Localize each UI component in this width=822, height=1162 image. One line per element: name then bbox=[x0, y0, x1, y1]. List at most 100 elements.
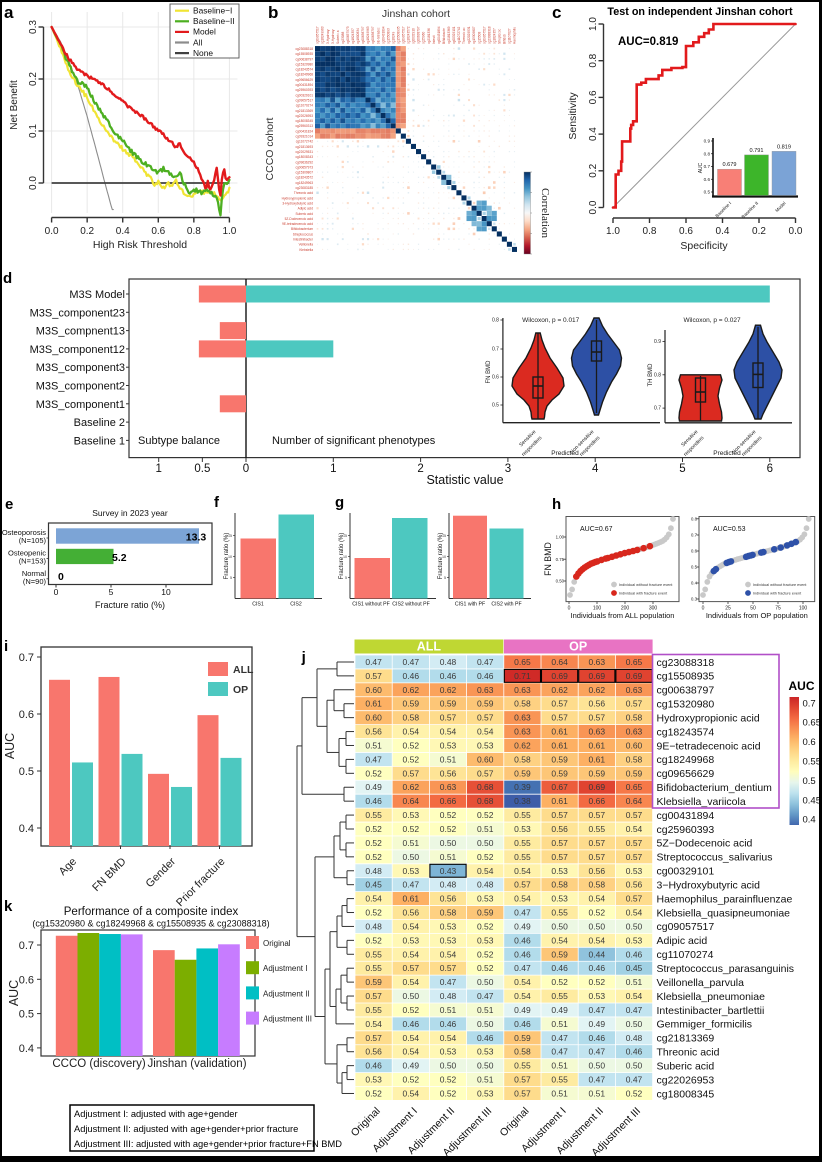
svg-text:0.63: 0.63 bbox=[589, 727, 606, 737]
svg-text:0: 0 bbox=[243, 463, 249, 475]
svg-text:cg1800834: cg1800834 bbox=[356, 28, 360, 44]
svg-text:100: 100 bbox=[593, 606, 602, 612]
svg-text:4: 4 bbox=[592, 463, 599, 475]
svg-text:0.62: 0.62 bbox=[440, 685, 457, 695]
svg-text:0.53: 0.53 bbox=[403, 866, 420, 876]
svg-text:0.8: 0.8 bbox=[588, 53, 599, 67]
svg-text:0.58: 0.58 bbox=[626, 713, 643, 723]
svg-text:0.56: 0.56 bbox=[440, 768, 457, 778]
svg-text:0.3: 0.3 bbox=[691, 597, 698, 602]
svg-text:M3S_component3: M3S_component3 bbox=[36, 362, 125, 374]
svg-text:0.55: 0.55 bbox=[365, 963, 382, 973]
svg-text:0.57: 0.57 bbox=[551, 838, 568, 848]
svg-text:0.51: 0.51 bbox=[440, 852, 457, 862]
svg-text:CIS1 with PF: CIS1 with PF bbox=[455, 602, 485, 608]
svg-text:Baseline I: Baseline I bbox=[714, 201, 732, 219]
svg-text:cg00431824: cg00431824 bbox=[295, 129, 313, 133]
svg-text:cg23088318: cg23088318 bbox=[487, 26, 491, 44]
svg-text:cg25960313: cg25960313 bbox=[295, 124, 313, 128]
svg-text:0.54: 0.54 bbox=[477, 727, 494, 737]
svg-text:0.59: 0.59 bbox=[365, 977, 382, 987]
svg-text:0.61: 0.61 bbox=[551, 740, 568, 750]
svg-text:2: 2 bbox=[417, 463, 423, 475]
svg-text:cg15320980: cg15320980 bbox=[295, 62, 313, 66]
svg-text:Fracture ratio (%): Fracture ratio (%) bbox=[224, 533, 230, 580]
svg-text:cg00638797: cg00638797 bbox=[657, 686, 715, 697]
svg-text:0.59: 0.59 bbox=[477, 699, 494, 709]
svg-text:0.47: 0.47 bbox=[477, 657, 494, 667]
svg-text:0.54: 0.54 bbox=[626, 991, 643, 1001]
svg-text:cg00431894: cg00431894 bbox=[295, 83, 313, 87]
svg-text:0.50: 0.50 bbox=[477, 1019, 494, 1029]
svg-text:0.51: 0.51 bbox=[551, 1019, 568, 1029]
svg-text:0.0: 0.0 bbox=[28, 176, 39, 190]
svg-text:0.52: 0.52 bbox=[365, 824, 382, 834]
svg-text:0.53: 0.53 bbox=[440, 1047, 457, 1057]
svg-text:cg18249968: cg18249968 bbox=[295, 73, 313, 77]
svg-text:cg00431894: cg00431894 bbox=[437, 26, 441, 44]
svg-text:0: 0 bbox=[54, 587, 59, 597]
svg-text:0.54: 0.54 bbox=[589, 894, 606, 904]
svg-text:0.67: 0.67 bbox=[551, 782, 568, 792]
svg-text:0.6: 0.6 bbox=[151, 226, 165, 237]
svg-text:0.53: 0.53 bbox=[551, 894, 568, 904]
svg-text:0.59: 0.59 bbox=[440, 699, 457, 709]
svg-text:0.49: 0.49 bbox=[365, 782, 382, 792]
svg-text:cg23083185: cg23083185 bbox=[295, 186, 313, 190]
svg-text:0.45: 0.45 bbox=[626, 963, 643, 973]
svg-text:0.57: 0.57 bbox=[589, 810, 606, 820]
svg-text:0.3: 0.3 bbox=[28, 20, 39, 34]
svg-text:0.58: 0.58 bbox=[440, 908, 457, 918]
svg-text:0.47: 0.47 bbox=[551, 1047, 568, 1057]
svg-text:cg18008345: cg18008345 bbox=[295, 119, 313, 123]
svg-text:OP: OP bbox=[233, 685, 248, 696]
svg-text:0.65: 0.65 bbox=[626, 782, 643, 792]
svg-text:0.52: 0.52 bbox=[626, 1088, 643, 1098]
svg-text:0.50: 0.50 bbox=[477, 838, 494, 848]
svg-text:0.7: 0.7 bbox=[654, 406, 661, 412]
svg-text:Hydroxypropionic acid: Hydroxypropionic acid bbox=[282, 196, 314, 200]
svg-text:CIS1 without PF: CIS1 without PF bbox=[352, 602, 389, 608]
svg-text:0.49: 0.49 bbox=[403, 1061, 420, 1071]
svg-text:Model: Model bbox=[193, 27, 216, 37]
svg-text:AUC: AUC bbox=[698, 162, 704, 173]
svg-text:OP: OP bbox=[569, 640, 587, 654]
svg-text:0.6: 0.6 bbox=[492, 375, 499, 381]
svg-text:g: g bbox=[335, 494, 344, 511]
svg-text:0.57: 0.57 bbox=[365, 1033, 382, 1043]
svg-text:0.57: 0.57 bbox=[365, 991, 382, 1001]
svg-text:0.61: 0.61 bbox=[551, 796, 568, 806]
svg-text:0.60: 0.60 bbox=[365, 713, 382, 723]
svg-text:0.47: 0.47 bbox=[551, 1033, 568, 1043]
svg-text:AUC: AUC bbox=[7, 980, 21, 1006]
svg-text:0.39: 0.39 bbox=[514, 782, 531, 792]
svg-text:0.54: 0.54 bbox=[403, 727, 420, 737]
svg-text:0.49: 0.49 bbox=[551, 1005, 568, 1015]
svg-text:10: 10 bbox=[442, 555, 446, 559]
svg-text:cg22029531: cg22029531 bbox=[467, 26, 471, 44]
svg-text:0.63: 0.63 bbox=[589, 657, 606, 667]
svg-text:Bifidobacte: Bifidobacte bbox=[442, 28, 446, 44]
svg-text:0.2: 0.2 bbox=[752, 226, 766, 237]
svg-text:0.52: 0.52 bbox=[440, 824, 457, 834]
svg-text:0.47: 0.47 bbox=[403, 880, 420, 890]
svg-text:0.5: 0.5 bbox=[492, 403, 499, 409]
svg-text:Individual without fracture ev: Individual without fracture event bbox=[619, 583, 673, 587]
svg-text:3-Hydroxy: 3-Hydroxy bbox=[331, 29, 335, 44]
svg-text:0.56: 0.56 bbox=[365, 727, 382, 737]
svg-text:100: 100 bbox=[799, 606, 808, 612]
svg-text:0.54: 0.54 bbox=[440, 727, 457, 737]
svg-text:Adipic acid: Adipic acid bbox=[298, 207, 314, 211]
svg-text:0.52: 0.52 bbox=[477, 852, 494, 862]
svg-text:1.0: 1.0 bbox=[588, 17, 599, 31]
svg-text:cg22029531: cg22029531 bbox=[295, 150, 313, 154]
svg-text:None: None bbox=[193, 48, 213, 58]
svg-text:0.4: 0.4 bbox=[19, 823, 34, 835]
svg-text:0.50: 0.50 bbox=[477, 977, 494, 987]
svg-text:0.0: 0.0 bbox=[45, 226, 59, 237]
svg-text:cg09057517: cg09057517 bbox=[402, 26, 406, 44]
svg-text:0.47: 0.47 bbox=[589, 1005, 606, 1015]
svg-text:FN BMD: FN BMD bbox=[90, 856, 128, 894]
svg-text:0.57: 0.57 bbox=[626, 810, 643, 820]
svg-text:Haemophilus_parainfluenzae: Haemophilus_parainfluenzae bbox=[657, 894, 793, 905]
